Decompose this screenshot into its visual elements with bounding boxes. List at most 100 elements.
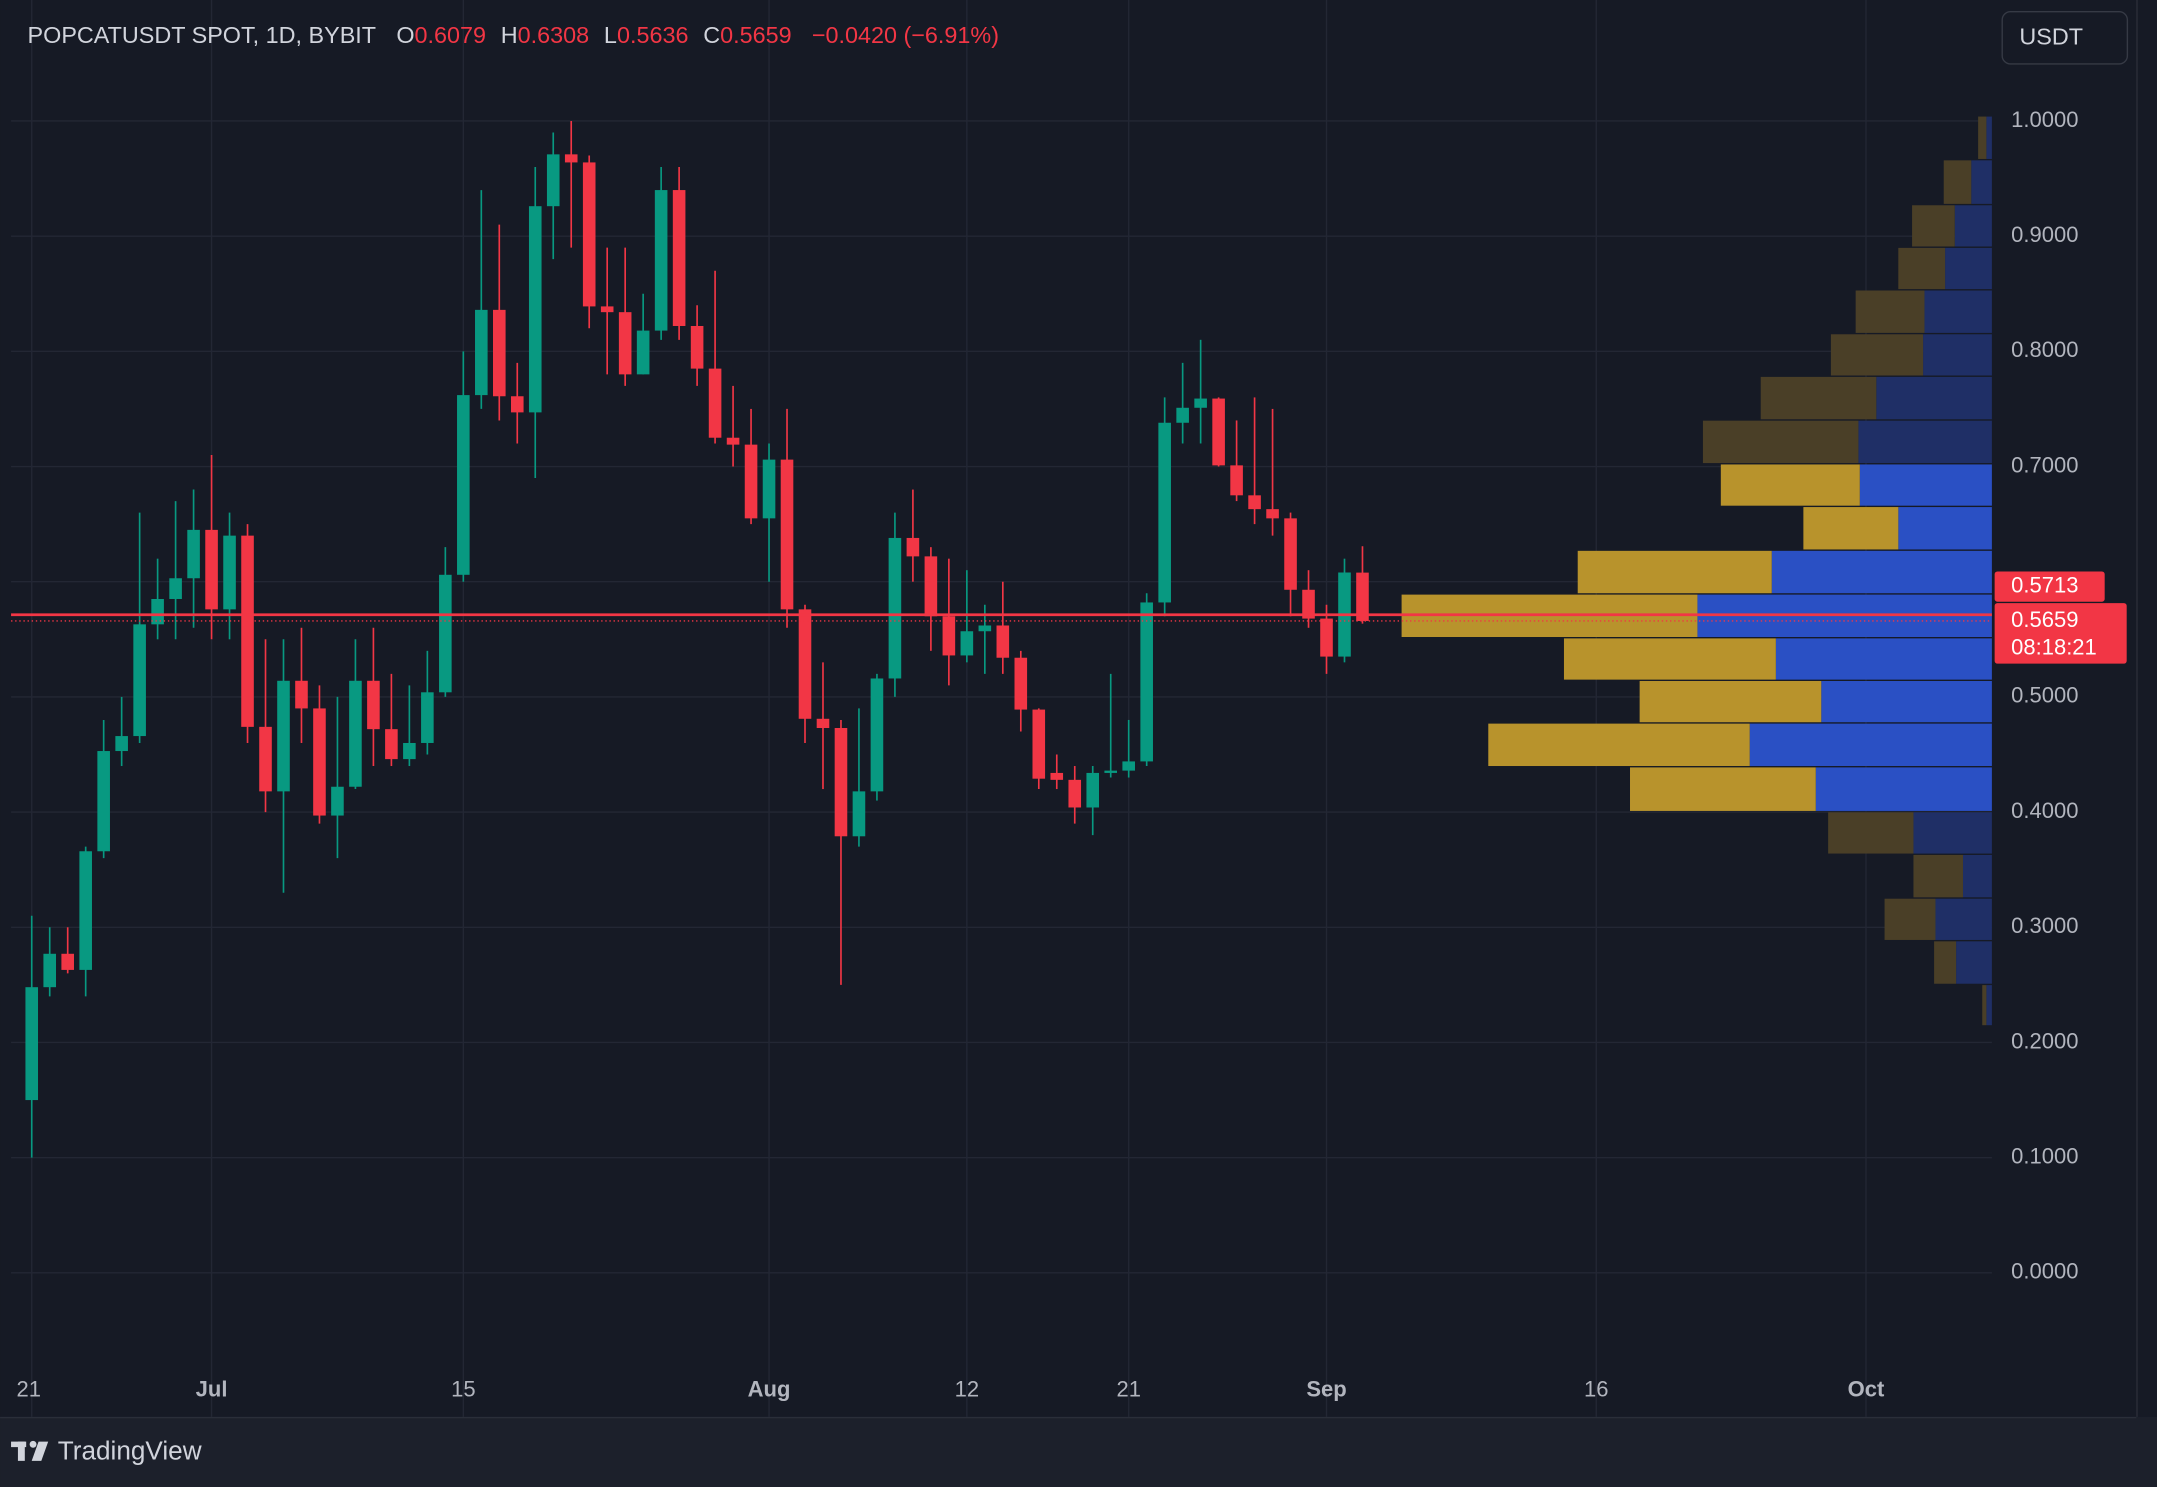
candle-body xyxy=(367,680,380,730)
candle-body xyxy=(1302,589,1315,619)
candle-body xyxy=(744,444,758,519)
candle-body xyxy=(960,631,974,656)
legend: POPCATUSDT SPOT, 1D, BYBIT O0.6079 H0.63… xyxy=(28,22,999,48)
y-tick-label: 0.3000 xyxy=(2011,913,2078,938)
candle-body xyxy=(906,537,920,557)
candle-body xyxy=(618,312,632,375)
profile-up-bar xyxy=(1945,247,1992,290)
candle-body xyxy=(1356,572,1369,621)
candle-body xyxy=(1176,407,1189,423)
candle-body xyxy=(1194,398,1207,408)
logo-part xyxy=(31,1441,49,1461)
volume-profile xyxy=(1401,116,1992,1026)
profile-up-bar xyxy=(1913,812,1992,854)
ohlc-label: L xyxy=(604,22,617,48)
candle-body xyxy=(708,368,722,438)
candle-body xyxy=(1212,398,1225,466)
candle-body xyxy=(1050,772,1064,780)
currency-button[interactable] xyxy=(2001,11,2129,65)
candle-body xyxy=(690,325,704,369)
candle-body xyxy=(780,459,794,610)
candle-body xyxy=(1032,709,1046,779)
candle-body xyxy=(421,692,434,743)
profile-up-bar xyxy=(1898,507,1992,550)
ohlc-value: 0.6308 xyxy=(518,22,590,48)
profile-up-bar xyxy=(1923,334,1992,376)
profile-up-bar xyxy=(1971,160,1992,204)
ohlc-label: O xyxy=(396,22,414,48)
profile-up-bar xyxy=(1954,205,1992,247)
candles xyxy=(11,120,1992,1158)
x-tick-label: 12 xyxy=(955,1377,979,1402)
grid xyxy=(11,0,1992,1417)
profile-up-bar xyxy=(1986,116,1992,159)
logo-part xyxy=(29,1440,37,1448)
candle-body xyxy=(313,708,326,816)
x-tick-label: Sep xyxy=(1306,1377,1346,1402)
y-tick-label: 0.5000 xyxy=(2011,683,2078,708)
logo-part xyxy=(17,1441,25,1461)
profile-down-bar xyxy=(1720,464,1860,506)
candle-body xyxy=(295,680,308,709)
profile-down-bar xyxy=(1943,160,1972,204)
candle-body xyxy=(888,537,902,679)
profile-down-bar xyxy=(1855,290,1925,333)
poc-label: 0.5713 xyxy=(2011,572,2078,597)
candle-body xyxy=(978,625,992,632)
candle-body xyxy=(1140,602,1153,762)
profile-up-bar xyxy=(1876,376,1992,420)
candle-body xyxy=(600,306,614,313)
x-tick-label: Aug xyxy=(748,1377,791,1402)
candle-body xyxy=(277,680,290,792)
candle-body xyxy=(475,309,488,396)
candle-body xyxy=(1104,770,1118,773)
candle-body xyxy=(385,729,398,760)
candle-body xyxy=(223,535,236,610)
candle-body xyxy=(798,609,812,719)
profile-up-bar xyxy=(1962,854,1992,898)
candle-body xyxy=(169,578,182,599)
ohlc-label: H xyxy=(501,22,518,48)
candle-body xyxy=(1320,618,1333,657)
candle-body xyxy=(546,154,560,207)
profile-down-bar xyxy=(1630,767,1816,811)
profile-down-bar xyxy=(1912,205,1955,247)
candle-body xyxy=(834,728,848,837)
candle-body xyxy=(942,616,956,656)
last-price-label: 0.5659 xyxy=(2011,607,2078,632)
candle-body xyxy=(97,751,110,852)
candle-body xyxy=(1284,518,1297,590)
candle-body xyxy=(762,459,776,519)
y-tick-label: 0.9000 xyxy=(2011,222,2078,247)
y-tick-label: 0.7000 xyxy=(2011,452,2078,477)
candle-body xyxy=(61,953,74,970)
x-tick-label: 21 xyxy=(17,1377,41,1402)
candle-body xyxy=(187,529,200,579)
y-tick-label: 0.8000 xyxy=(2011,337,2078,362)
candle-body xyxy=(582,162,596,307)
profile-up-bar xyxy=(1775,638,1992,680)
profile-up-bar xyxy=(1771,550,1992,594)
candle-body xyxy=(115,736,128,752)
countdown-label: 08:18:21 xyxy=(2011,634,2097,659)
candle-body xyxy=(241,535,254,727)
candle-body xyxy=(672,190,686,326)
profile-down-bar xyxy=(1978,116,1987,159)
profile-down-bar xyxy=(1563,638,1776,680)
currency-label[interactable]: USDT xyxy=(2019,24,2083,50)
candle-body xyxy=(816,718,830,729)
profile-up-bar xyxy=(1859,464,1992,506)
profile-up-bar xyxy=(1858,420,1992,464)
candle-body xyxy=(924,556,938,617)
last-price-box xyxy=(1994,603,2127,664)
profile-up-bar xyxy=(1986,985,1992,1026)
candle-body xyxy=(510,396,524,413)
profile-up-bar xyxy=(1924,290,1992,333)
candle-body xyxy=(528,206,542,413)
candle-body xyxy=(259,726,272,792)
candle-body xyxy=(403,742,416,760)
y-tick-label: 0.4000 xyxy=(2011,798,2078,823)
y-tick-label: 0.0000 xyxy=(2011,1259,2078,1284)
candle-body xyxy=(1230,465,1243,496)
